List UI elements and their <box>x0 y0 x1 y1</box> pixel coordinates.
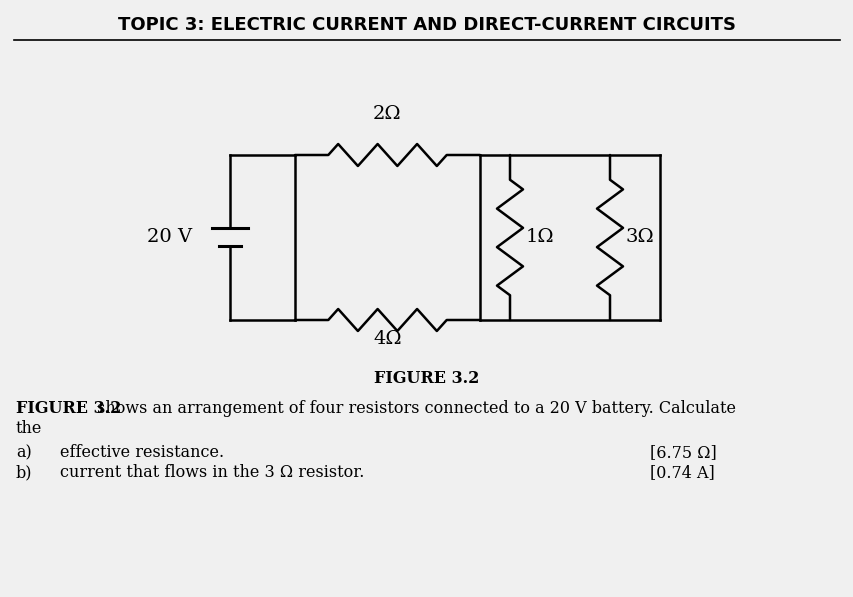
Text: FIGURE 3.2: FIGURE 3.2 <box>374 370 479 387</box>
Text: b): b) <box>16 464 32 481</box>
Text: FIGURE 3.2: FIGURE 3.2 <box>16 400 121 417</box>
Text: 4Ω: 4Ω <box>373 330 402 348</box>
Text: 2Ω: 2Ω <box>373 105 402 123</box>
Text: [6.75 Ω]: [6.75 Ω] <box>649 444 716 461</box>
Text: a): a) <box>16 444 32 461</box>
Text: TOPIC 3: ELECTRIC CURRENT AND DIRECT-CURRENT CIRCUITS: TOPIC 3: ELECTRIC CURRENT AND DIRECT-CUR… <box>118 16 735 34</box>
Text: current that flows in the 3 Ω resistor.: current that flows in the 3 Ω resistor. <box>60 464 364 481</box>
Text: the: the <box>16 420 43 437</box>
Text: 3Ω: 3Ω <box>625 229 654 247</box>
Text: 1Ω: 1Ω <box>525 229 554 247</box>
Text: 20 V: 20 V <box>147 228 192 246</box>
Text: shows an arrangement of four resistors connected to a 20 V battery. Calculate: shows an arrangement of four resistors c… <box>92 400 735 417</box>
Text: effective resistance.: effective resistance. <box>60 444 223 461</box>
Text: [0.74 A]: [0.74 A] <box>649 464 714 481</box>
